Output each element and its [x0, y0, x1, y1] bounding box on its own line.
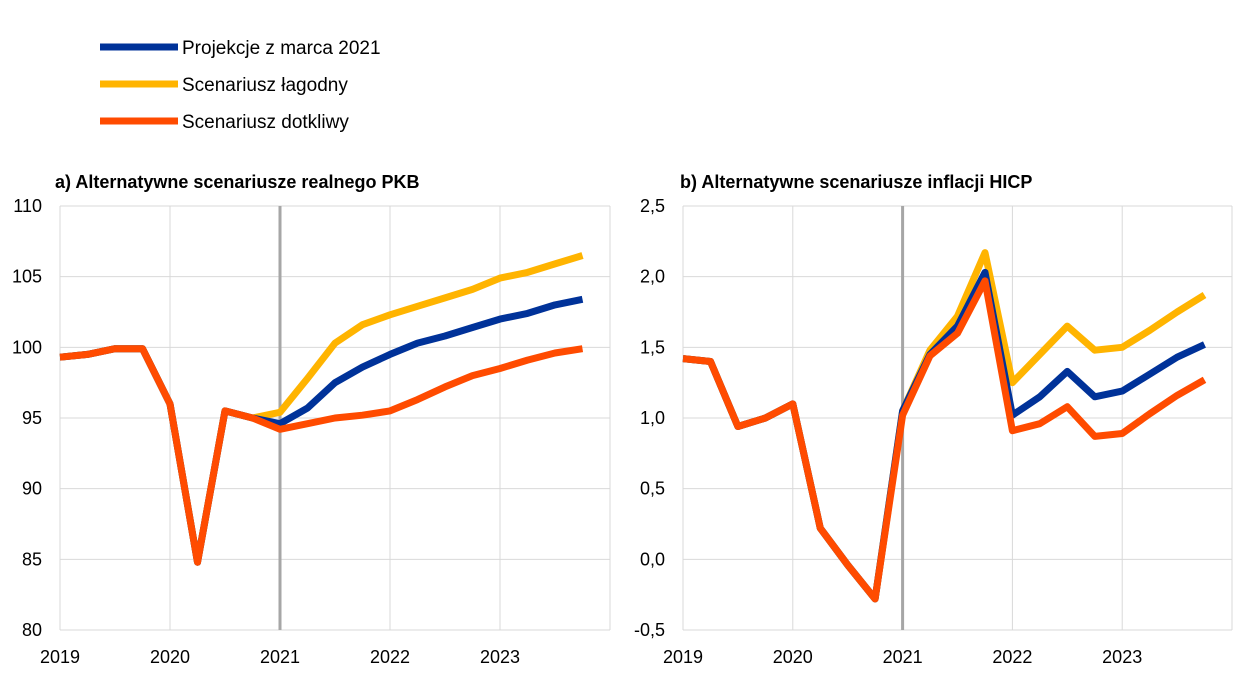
chart-b-x-tick-label: 2019	[663, 647, 703, 667]
chart-b-y-tick-label: 2,5	[640, 196, 665, 216]
legend-label-march-projections: Projekcje z marca 2021	[182, 38, 381, 59]
legend-item-severe-scenario: Scenariusz dotkliwy	[100, 112, 349, 133]
chart-b-x-tick-label: 2021	[883, 647, 923, 667]
chart-a-y-tick-label: 110	[13, 196, 42, 216]
legend-item-mild-scenario: Scenariusz łagodny	[100, 75, 348, 96]
chart-b-y-tick-label: 0,5	[640, 479, 665, 499]
hicp-scenarios-chart: b) Alternatywne scenariusze inflacji HIC…	[634, 172, 1233, 667]
legend-item-march-projections: Projekcje z marca 2021	[100, 38, 381, 59]
chart-b-y-tick-label: 1,0	[640, 408, 665, 428]
chart-a-title: a) Alternatywne scenariusze realnego PKB	[55, 172, 419, 192]
chart-b-series-mild-scenario	[682, 249, 1207, 603]
chart-b-series-march-projections	[682, 268, 1206, 603]
chart-a-x-tick-label: 2020	[150, 647, 190, 667]
chart-a-y-tick-label: 80	[22, 620, 42, 640]
chart-a-x-tick-label: 2021	[260, 647, 300, 667]
chart-b-x-tick-label: 2023	[1102, 647, 1142, 667]
chart-a-y-tick-label: 95	[22, 408, 42, 428]
chart-a-y-tick-label: 105	[12, 267, 42, 287]
chart-b-y-tick-label: 2,0	[640, 267, 665, 287]
chart-b-title: b) Alternatywne scenariusze inflacji HIC…	[680, 172, 1032, 192]
legend: Projekcje z marca 2021 Scenariusz łagodn…	[100, 38, 381, 133]
chart-a-series-severe-scenario	[59, 345, 584, 566]
legend-label-mild-scenario: Scenariusz łagodny	[182, 75, 348, 96]
chart-a-x-tick-label: 2023	[480, 647, 520, 667]
chart-a-y-tick-label: 85	[22, 549, 42, 569]
legend-label-severe-scenario: Scenariusz dotkliwy	[182, 112, 349, 133]
chart-b-series-severe-scenario	[682, 277, 1207, 603]
chart-b-x-tick-label: 2022	[992, 647, 1032, 667]
chart-a-series-march-projections	[59, 295, 584, 566]
chart-a-y-tick-label: 90	[22, 479, 42, 499]
chart-b-x-tick-label: 2020	[773, 647, 813, 667]
chart-a-y-tick-label: 100	[12, 337, 42, 357]
chart-a-series-mild-scenario	[59, 252, 584, 566]
chart-b-y-tick-label: 1,5	[640, 337, 665, 357]
chart-a-x-tick-label: 2022	[370, 647, 410, 667]
chart-a-x-tick-label: 2019	[40, 647, 80, 667]
chart-b-y-tick-label: -0,5	[634, 620, 665, 640]
gdp-scenarios-chart: a) Alternatywne scenariusze realnego PKB…	[12, 172, 611, 667]
chart-b-y-tick-label: 0,0	[640, 549, 665, 569]
